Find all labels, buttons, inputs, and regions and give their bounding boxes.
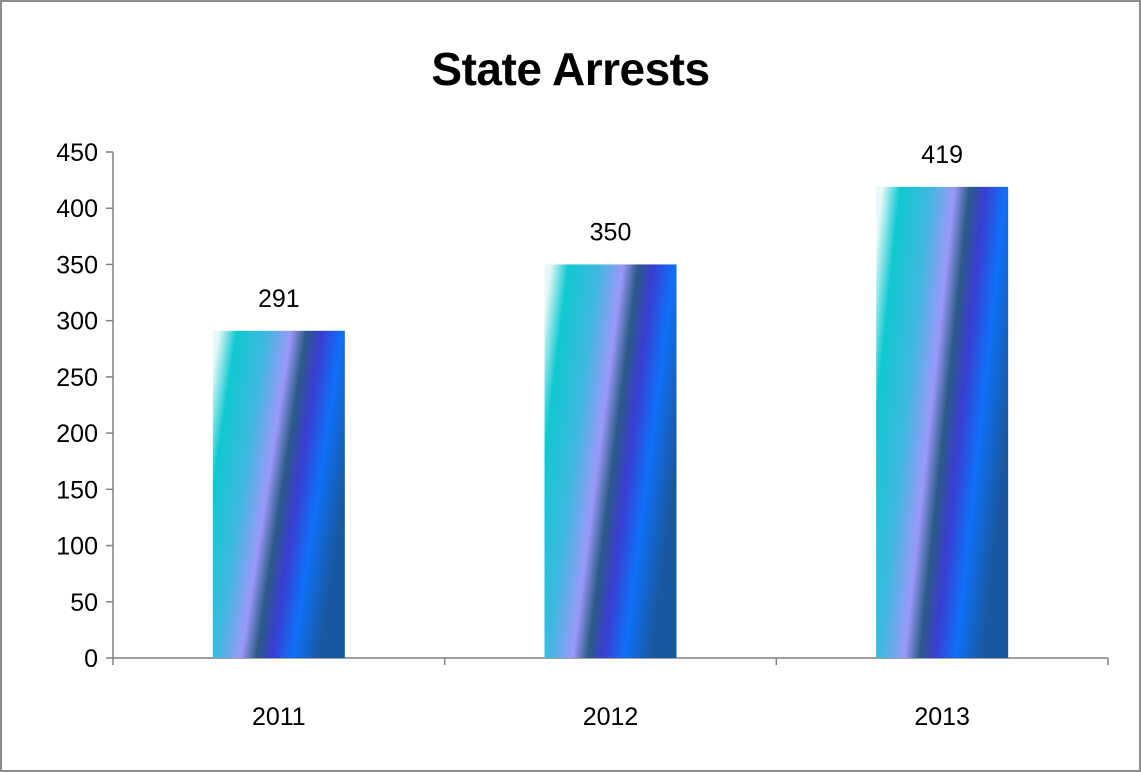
y-tick-label: 200 — [56, 420, 98, 448]
x-tick-label: 2011 — [252, 703, 306, 731]
x-tick-label: 2013 — [914, 703, 970, 731]
x-tick-label: 2012 — [583, 703, 639, 731]
y-tick-label: 400 — [56, 195, 98, 223]
data-label: 291 — [258, 285, 300, 313]
data-labels: 291 350 419 — [258, 141, 963, 313]
y-tick-label: 450 — [56, 139, 98, 167]
y-tick-label: 0 — [84, 645, 98, 673]
data-label: 350 — [590, 218, 632, 246]
bar-2012 — [544, 264, 677, 658]
x-axis: 2011 2012 2013 — [112, 657, 1109, 731]
y-tick-label: 100 — [56, 533, 98, 561]
y-tick-label: 300 — [56, 308, 98, 336]
y-tick-label: 350 — [56, 251, 98, 279]
y-tick-label: 50 — [70, 589, 98, 617]
y-axis: 0 50 100 150 200 250 300 350 400 450 — [56, 139, 114, 673]
chart-title: State Arrests — [431, 43, 710, 95]
bar-2013 — [876, 186, 1009, 658]
bar-2011 — [212, 330, 345, 658]
y-tick-label: 150 — [56, 476, 98, 504]
data-label: 419 — [921, 141, 963, 169]
bars — [212, 186, 1009, 658]
y-tick-label: 250 — [56, 364, 98, 392]
